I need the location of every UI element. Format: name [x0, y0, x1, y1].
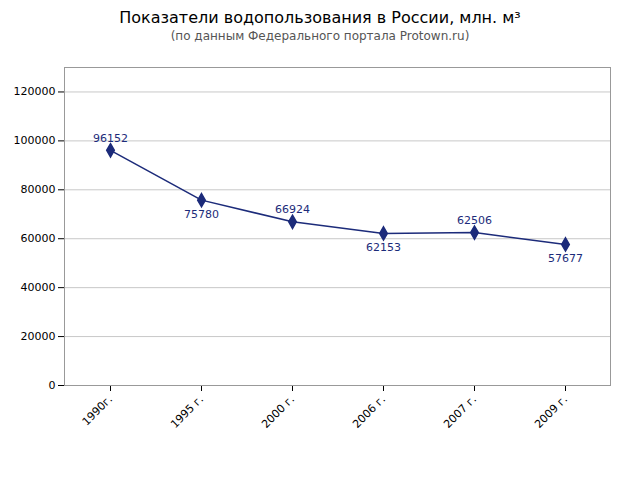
svg-text:2006 г.: 2006 г. [350, 393, 388, 431]
svg-text:2007 г.: 2007 г. [441, 393, 479, 431]
svg-text:96152: 96152 [93, 132, 128, 145]
svg-text:1990г.: 1990г. [80, 393, 116, 429]
svg-text:0: 0 [49, 379, 56, 392]
svg-text:40000: 40000 [21, 281, 56, 294]
svg-text:57677: 57677 [548, 252, 583, 265]
svg-text:62506: 62506 [457, 214, 492, 227]
svg-text:2009 г.: 2009 г. [532, 393, 570, 431]
svg-text:100000: 100000 [14, 134, 56, 147]
html-text:(по данным Федерального портал: (по данным Федерального портала Protown.… [170, 29, 470, 43]
svg-text:60000: 60000 [21, 232, 56, 245]
svg-text:62153: 62153 [366, 241, 401, 254]
svg-text:1995 г.: 1995 г. [168, 393, 206, 431]
svg-text:2000 г.: 2000 г. [259, 393, 297, 431]
svg-text:120000: 120000 [14, 85, 56, 98]
svg-text:20000: 20000 [21, 330, 56, 343]
html-text:Показатели водопользования в Р: Показатели водопользования в России, млн… [119, 8, 521, 27]
svg-text:80000: 80000 [21, 183, 56, 196]
svg-text:66924: 66924 [275, 203, 310, 216]
svg-text:75780: 75780 [184, 208, 219, 221]
